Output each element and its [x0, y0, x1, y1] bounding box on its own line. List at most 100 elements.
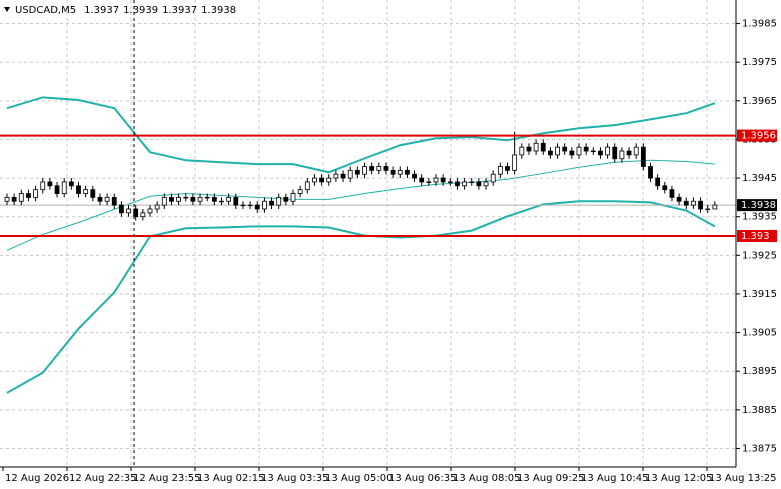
candle-body	[61, 181, 67, 194]
candle-body	[562, 146, 568, 152]
candle-body	[626, 150, 632, 156]
candle-body	[369, 166, 375, 171]
axis-labels: 1.39851.39751.39651.39551.39451.39351.39…	[2, 19, 777, 484]
candle-body	[576, 146, 582, 156]
y-tick-label: 1.3895	[742, 366, 777, 377]
y-tick-label: 1.3925	[742, 250, 777, 261]
candle-body	[548, 150, 553, 156]
level-label: 1.3956	[741, 131, 776, 142]
candle-body	[347, 169, 353, 179]
candle-body	[497, 166, 503, 175]
candle-body	[54, 185, 60, 194]
candle-body	[211, 196, 217, 202]
candle-body	[476, 181, 482, 187]
candle-body	[691, 200, 696, 206]
x-tick-label: 13 Aug 02:15	[197, 473, 264, 484]
x-tick-label: 12 Aug 22:35	[69, 473, 136, 484]
candle-body	[483, 181, 489, 187]
header-close: 1.3938	[201, 5, 236, 16]
candle-body	[290, 193, 296, 202]
candle-body	[154, 204, 160, 210]
candle-body	[655, 177, 661, 187]
band-upper	[6, 96, 716, 174]
candle-body	[40, 181, 46, 191]
candle-body	[712, 204, 718, 210]
candle-body	[261, 200, 267, 210]
candle-body	[240, 204, 246, 207]
candle-body	[254, 204, 260, 210]
candle-body	[404, 169, 410, 175]
y-tick-label: 1.3885	[742, 405, 777, 416]
y-tick-label: 1.3975	[742, 57, 777, 68]
candle-body	[147, 208, 153, 214]
candle-body	[83, 189, 89, 194]
candle-body	[269, 200, 274, 206]
candle-body	[276, 196, 282, 206]
candle-body	[183, 196, 189, 199]
candle-body	[612, 146, 618, 160]
candle-body	[340, 173, 346, 179]
x-tick-label: 13 Aug 03:35	[261, 473, 328, 484]
y-tick-label: 1.3875	[742, 443, 777, 454]
y-tick-label: 1.3905	[742, 328, 777, 339]
level-label: 1.393	[741, 231, 770, 242]
candle-body	[312, 177, 317, 183]
x-tick-label: 13 Aug 08:05	[453, 473, 520, 484]
candle-body	[383, 166, 389, 171]
candle-body	[319, 177, 325, 183]
candle-body	[490, 173, 496, 183]
candle-body	[469, 181, 475, 183]
candle-body	[662, 185, 668, 191]
candle-body	[362, 166, 367, 175]
candle-body	[68, 181, 74, 187]
y-tick-label: 1.3965	[742, 96, 777, 107]
candle-body	[104, 196, 110, 202]
candle-body	[354, 169, 360, 175]
y-tick-label: 1.3935	[742, 212, 777, 223]
candle-body	[4, 196, 10, 202]
candle-body	[197, 196, 203, 202]
grid	[0, 0, 736, 467]
header-open: 1.3937	[84, 5, 119, 16]
level-label-box	[737, 129, 777, 142]
x-tick-label: 13 Aug 05:00	[325, 473, 392, 484]
candle-body	[304, 181, 310, 191]
candle-body	[176, 196, 182, 202]
candle-body	[11, 196, 17, 202]
header-high: 1.3939	[123, 5, 158, 16]
candle-body	[26, 193, 31, 198]
candle-body	[705, 208, 711, 210]
y-tick-label: 1.3985	[742, 19, 777, 30]
candle-body	[97, 196, 103, 202]
candle-body	[247, 204, 253, 207]
candle-body	[119, 204, 124, 214]
candle-body	[648, 166, 653, 179]
x-tick-label: 13 Aug 10:45	[581, 473, 648, 484]
candle-body	[598, 150, 603, 156]
candle-body	[161, 196, 167, 206]
candle-body	[676, 196, 682, 202]
x-tick-label: 13 Aug 12:05	[645, 473, 712, 484]
x-tick-label: 12 Aug 2026	[5, 473, 69, 484]
candle-body	[326, 177, 332, 183]
candle-body	[633, 146, 639, 156]
candle-body	[297, 189, 303, 194]
level-label-box	[737, 230, 777, 243]
candle-body	[76, 185, 81, 194]
candle-body	[111, 196, 117, 206]
header-low: 1.3937	[162, 5, 197, 16]
menu-arrow[interactable]	[4, 7, 10, 12]
candle-body	[90, 189, 96, 198]
candle-body	[283, 196, 289, 202]
candle-body	[426, 181, 432, 183]
candle-body	[640, 146, 646, 167]
candle-body	[33, 189, 38, 198]
candle-body	[376, 166, 382, 171]
candle-body	[669, 189, 675, 198]
x-tick-label: 13 Aug 09:25	[517, 473, 584, 484]
x-tick-label: 12 Aug 23:55	[133, 473, 200, 484]
candle-body	[519, 146, 525, 156]
candle-body	[619, 150, 625, 160]
